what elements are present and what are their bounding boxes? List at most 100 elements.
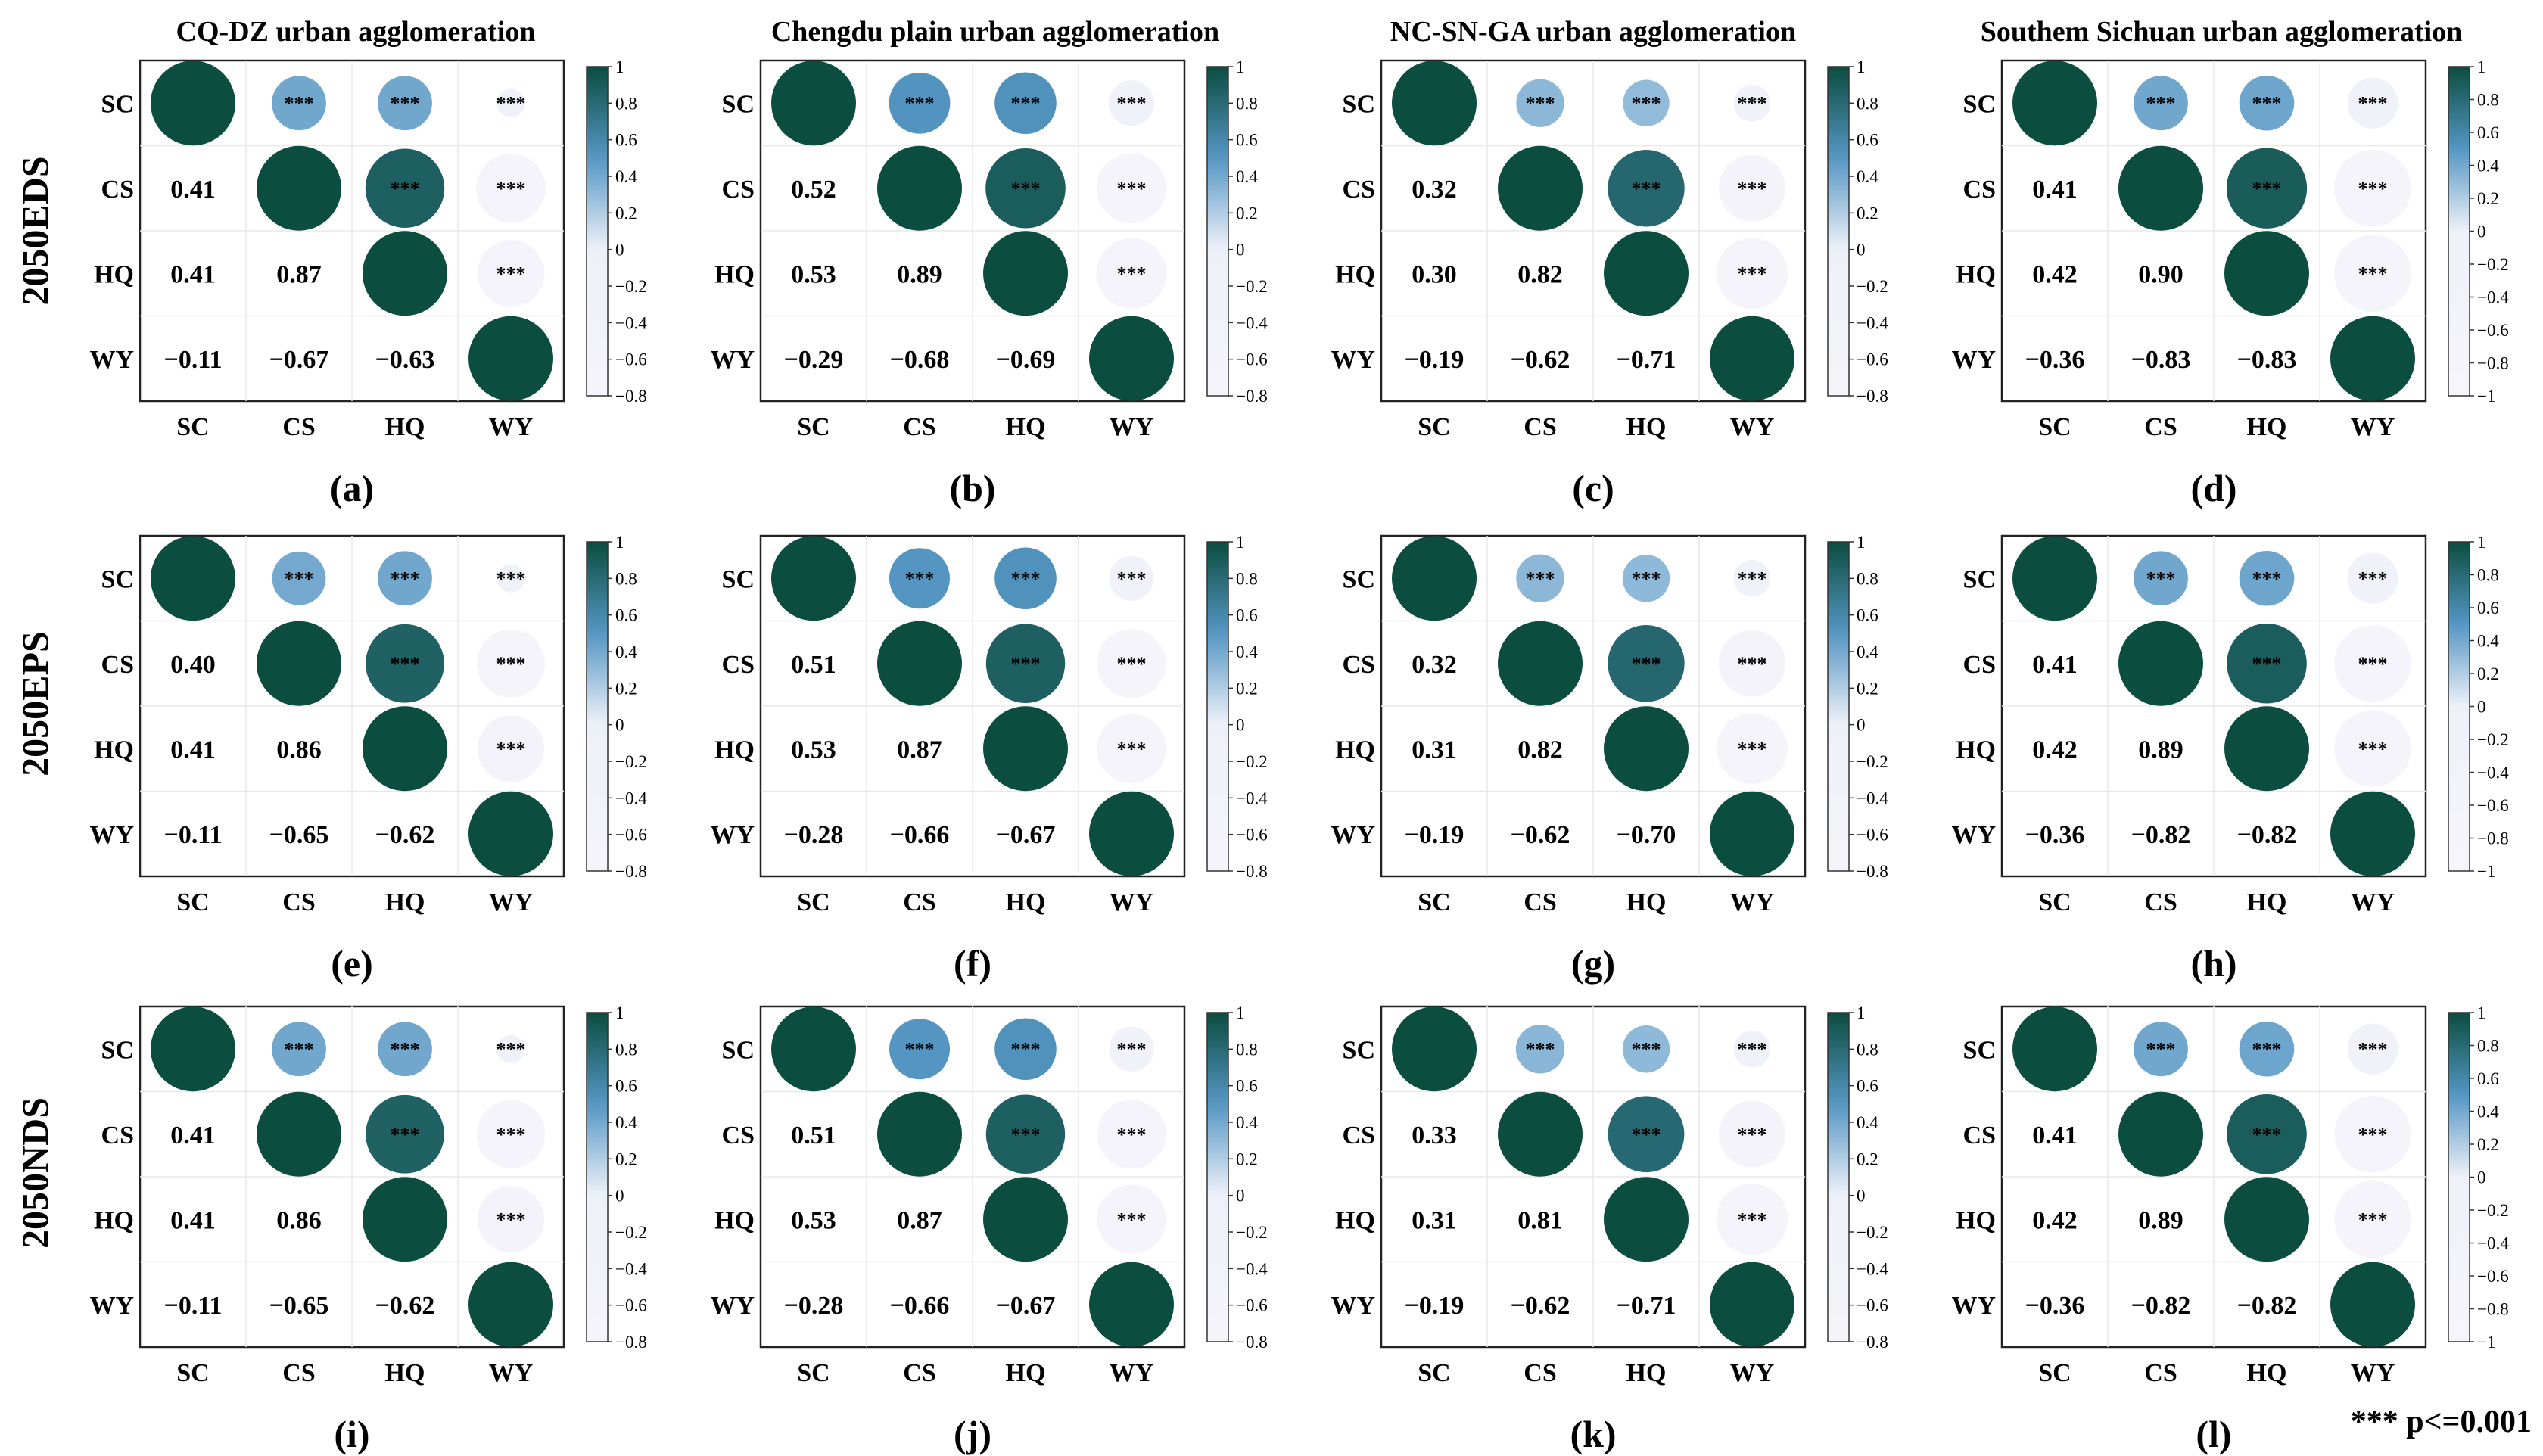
- legend-tick-label: −0.2: [615, 277, 647, 296]
- y-tick-label: SC: [1343, 1036, 1375, 1064]
- y-tick-label: WY: [89, 1292, 134, 1320]
- row-label-1: 2050EDS: [14, 156, 56, 305]
- significance-mark: ***: [1011, 178, 1041, 200]
- significance-mark: ***: [1526, 568, 1555, 590]
- correlation-value: −0.19: [1405, 1292, 1464, 1320]
- y-tick-label: WY: [1951, 346, 1996, 374]
- correlation-circle: [2347, 77, 2398, 129]
- correlation-circle: [1108, 80, 1155, 126]
- correlation-value: −0.62: [375, 821, 435, 849]
- correlation-circle: [2012, 1006, 2097, 1092]
- correlation-circle: [1717, 713, 1788, 785]
- correlation-circle: [1733, 84, 1771, 122]
- x-tick-label: HQ: [1626, 1359, 1667, 1387]
- correlation-panel: SC SC CS CS HQ HQ WY WY *** *** *** 0.52 *** *** 0.53 0…: [710, 58, 1268, 509]
- legend-tick-label: 0.4: [1236, 167, 1258, 186]
- correlation-circle: [2347, 552, 2398, 604]
- legend-tick-label: −0.8: [1236, 862, 1268, 881]
- correlation-circle: [2330, 791, 2415, 876]
- x-tick-label: HQ: [2247, 888, 2287, 916]
- legend-tick-label: −0.6: [1857, 350, 1888, 369]
- legend-tick-label: −0.8: [2477, 829, 2509, 848]
- legend-tick-label: 0.8: [1857, 1040, 1878, 1059]
- correlation-circle: [1710, 791, 1794, 876]
- legend-tick-label: −0.4: [1236, 313, 1268, 332]
- x-tick-label: SC: [797, 888, 830, 916]
- legend-tick-label: 0: [2477, 1168, 2486, 1187]
- correlation-value: 0.87: [897, 1206, 942, 1234]
- correlation-circle: [994, 547, 1057, 610]
- correlation-circle: [2134, 551, 2188, 606]
- legend-tick-label: −0.8: [2477, 1300, 2509, 1319]
- legend-tick-label: −0.6: [2477, 321, 2509, 340]
- legend-tick-label: −0.4: [1857, 313, 1888, 332]
- significance-note: *** p<=0.001: [2351, 1405, 2532, 1439]
- y-tick-label: SC: [1343, 565, 1375, 593]
- legend-tick-label: −0.4: [1857, 1259, 1888, 1278]
- correlation-circle: [1097, 1100, 1166, 1169]
- correlation-value: −0.28: [784, 1292, 844, 1320]
- significance-mark: ***: [1738, 92, 1767, 114]
- legend-tick-label: −0.6: [1236, 1296, 1268, 1315]
- legend-tick-label: −0.8: [615, 862, 647, 881]
- correlation-value: 0.42: [2032, 260, 2078, 288]
- legend-tick-label: 0.2: [1236, 679, 1258, 698]
- legend-tick-label: 0.6: [2477, 599, 2499, 618]
- significance-mark: ***: [2146, 1038, 2176, 1060]
- correlation-circle: [1718, 154, 1786, 222]
- x-tick-label: WY: [489, 413, 534, 441]
- correlation-circle: [257, 621, 341, 706]
- y-tick-label: CS: [1963, 1122, 1996, 1150]
- correlation-circle: [496, 564, 525, 593]
- significance-mark: ***: [1738, 1124, 1767, 1146]
- legend-tick-label: 0.2: [2477, 1135, 2499, 1154]
- legend-tick-label: −0.2: [2477, 730, 2509, 749]
- correlation-circle: [476, 1100, 546, 1168]
- correlation-circle: [272, 1022, 326, 1077]
- significance-mark: ***: [2252, 178, 2282, 200]
- y-tick-label: CS: [101, 651, 134, 679]
- correlation-circle: [2118, 145, 2203, 231]
- legend-tick-label: 1: [2477, 1003, 2486, 1022]
- correlation-circle: [889, 72, 951, 134]
- significance-mark: ***: [285, 1038, 314, 1060]
- significance-mark: ***: [391, 92, 420, 114]
- legend-tick-label: 0.8: [1236, 569, 1258, 588]
- y-tick-label: WY: [1951, 821, 1996, 849]
- significance-mark: ***: [1738, 738, 1767, 760]
- legend-tick-label: 0.4: [615, 1113, 637, 1132]
- x-tick-label: SC: [176, 1359, 209, 1387]
- legend-tick-label: 0.2: [1236, 204, 1258, 222]
- y-tick-label: HQ: [714, 260, 755, 288]
- legend-tick-label: 1: [615, 1003, 624, 1022]
- correlation-circle: [1097, 629, 1166, 698]
- correlation-value: −0.82: [2131, 1292, 2191, 1320]
- correlation-value: −0.69: [996, 346, 1056, 374]
- correlation-value: −0.36: [2025, 1292, 2085, 1320]
- legend-tick-label: −0.2: [1236, 1223, 1268, 1242]
- correlation-circle: [151, 61, 235, 146]
- correlation-circle: [363, 1177, 447, 1262]
- legend-tick-label: 0.6: [615, 1077, 637, 1096]
- correlation-circle: [877, 1091, 962, 1177]
- x-tick-label: CS: [1524, 413, 1556, 441]
- legend-tick-label: −0.6: [1857, 1296, 1888, 1315]
- correlation-circle: [366, 1094, 444, 1174]
- legend-tick-label: 0.8: [615, 569, 637, 588]
- y-tick-label: SC: [722, 1036, 755, 1064]
- y-tick-label: HQ: [94, 260, 134, 288]
- significance-mark: ***: [391, 1124, 420, 1146]
- x-tick-label: CS: [1524, 888, 1556, 916]
- x-tick-label: WY: [1110, 413, 1154, 441]
- x-tick-label: SC: [176, 888, 209, 916]
- significance-mark: ***: [1011, 1038, 1041, 1060]
- y-tick-label: SC: [1343, 90, 1375, 118]
- panel-label: (h): [2190, 942, 2236, 985]
- significance-mark: ***: [1738, 263, 1767, 285]
- x-tick-label: CS: [2144, 1359, 2177, 1387]
- legend-tick-label: −0.4: [1236, 789, 1268, 807]
- legend-tick-label: 0.4: [1236, 1113, 1258, 1132]
- legend-tick-label: −0.4: [1236, 1259, 1268, 1278]
- legend-bar: [1206, 66, 1229, 397]
